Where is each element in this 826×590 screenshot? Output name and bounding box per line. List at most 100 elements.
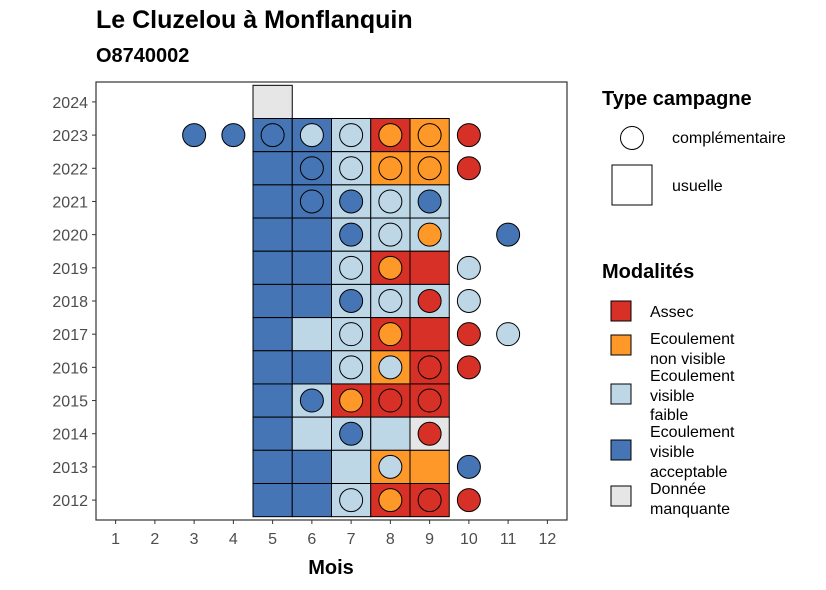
point-2019-7 — [339, 255, 364, 280]
x-tick-label: 10 — [460, 531, 478, 548]
legend-label-ecoulement_visible_faible: Ecoulement — [650, 368, 735, 385]
tile-2024-5 — [252, 84, 293, 120]
point-2023-5 — [260, 123, 285, 148]
tile-2015-5 — [252, 383, 293, 418]
point-2023-3 — [182, 123, 207, 148]
point-2012-8 — [378, 488, 403, 513]
tile-2016-6 — [291, 350, 332, 385]
point-2013-10 — [456, 454, 481, 479]
legend-usuelle-label: usuelle — [672, 178, 723, 195]
legend-key-assec — [610, 300, 632, 322]
point-2016-7 — [339, 355, 364, 380]
point-2016-10 — [456, 355, 481, 380]
legend-key-donnee_manquante — [610, 485, 632, 507]
y-tick-label: 2019 — [52, 261, 88, 278]
point-2012-10 — [456, 488, 481, 513]
point-2022-10 — [456, 156, 481, 181]
legend-label-ecoulement_non_visible: non visible — [650, 351, 726, 368]
tile-2012-6 — [291, 483, 332, 518]
point-2015-8 — [378, 388, 403, 413]
x-tick-label: 11 — [500, 531, 517, 548]
point-2012-9 — [417, 488, 442, 513]
legend-circle-symbol — [620, 126, 644, 150]
tile-2017-5 — [252, 317, 293, 352]
tile-2019-9 — [409, 250, 450, 285]
point-2015-7 — [339, 388, 364, 413]
point-2016-9 — [417, 355, 442, 380]
point-2023-9 — [417, 123, 442, 148]
point-2021-9 — [417, 189, 442, 214]
tile-2019-6 — [291, 250, 332, 285]
x-axis-title: Mois — [308, 557, 354, 579]
point-2022-6 — [299, 156, 324, 181]
legend-label-ecoulement_non_visible: Ecoulement — [650, 331, 735, 348]
point-2019-8 — [378, 255, 403, 280]
y-tick-label: 2018 — [52, 294, 88, 311]
legend-square-symbol — [611, 164, 653, 206]
tile-2016-5 — [252, 350, 293, 385]
point-2019-10 — [456, 255, 481, 280]
legend-label-donnee_manquante: Donnée — [650, 481, 706, 498]
x-tick-label: 9 — [425, 531, 434, 548]
point-2014-7 — [339, 421, 364, 446]
tile-2022-5 — [252, 151, 293, 186]
x-tick-label: 12 — [538, 531, 556, 548]
point-2022-7 — [339, 156, 364, 181]
legend-type-campagne: Type campagne complémentaire usuelle — [602, 88, 786, 206]
point-2018-8 — [378, 289, 403, 313]
point-2012-7 — [339, 488, 364, 513]
legend-modalites-title: Modalités — [602, 261, 694, 283]
point-2014-9 — [417, 421, 442, 446]
tile-2017-9 — [409, 317, 450, 352]
y-tick-label: 2023 — [52, 128, 88, 145]
y-tick-label: 2016 — [52, 360, 88, 377]
legend-complementaire-label: complémentaire — [672, 130, 786, 147]
tile-2018-6 — [291, 283, 332, 319]
tile-2021-5 — [252, 184, 293, 219]
tile-2013-5 — [252, 449, 293, 484]
point-2015-9 — [417, 388, 442, 413]
point-2013-8 — [378, 454, 403, 479]
point-2023-6 — [299, 123, 324, 148]
x-axis: 1 2 3 4 5 6 7 8 9 10 11 12 — [111, 520, 556, 548]
legend-label-ecoulement_visible_faible: visible — [650, 388, 695, 405]
legend-key-ecoulement_visible_faible — [610, 383, 632, 405]
point-2023-8 — [378, 123, 403, 148]
tile-2017-6 — [291, 317, 332, 352]
point-2021-8 — [378, 189, 403, 214]
tile-2014-6 — [291, 416, 332, 451]
x-tick-label: 3 — [190, 531, 199, 548]
legend-label-ecoulement_visible_acceptable: acceptable — [650, 464, 727, 481]
legend-label-ecoulement_visible_acceptable: visible — [650, 444, 695, 461]
x-tick-label: 7 — [347, 531, 356, 548]
tile-2020-5 — [252, 217, 293, 252]
tile-2013-9 — [409, 449, 450, 484]
point-2020-9 — [417, 222, 442, 247]
x-tick-label: 2 — [150, 531, 159, 548]
point-2023-10 — [456, 123, 481, 148]
legend-label-assec: Assec — [650, 304, 694, 321]
x-tick-label: 6 — [307, 531, 316, 548]
point-2015-6 — [299, 388, 324, 413]
y-tick-label: 2020 — [52, 228, 88, 245]
y-tick-label: 2022 — [52, 161, 88, 178]
tile-2012-5 — [252, 483, 293, 518]
point-2018-10 — [456, 289, 481, 313]
point-2017-10 — [456, 322, 481, 347]
legend-label-ecoulement_visible_faible: faible — [650, 407, 688, 424]
point-2020-11 — [496, 222, 521, 247]
point-2017-8 — [378, 322, 403, 347]
x-tick-label: 1 — [111, 531, 120, 548]
x-tick-label: 8 — [386, 531, 395, 548]
y-axis: 2012 2013 2014 2015 2016 2017 2018 2019 2020 2021… — [52, 95, 96, 510]
point-2021-6 — [299, 189, 324, 214]
y-tick-label: 2015 — [52, 394, 88, 411]
point-2021-7 — [339, 189, 364, 214]
chart-subtitle: O8740002 — [96, 45, 190, 67]
point-2023-4 — [221, 123, 246, 148]
point-2023-7 — [339, 123, 364, 148]
y-tick-label: 2013 — [52, 460, 88, 477]
point-2018-9 — [417, 289, 442, 313]
x-tick-label: 5 — [268, 531, 277, 548]
legend-key-ecoulement_non_visible — [610, 334, 632, 356]
